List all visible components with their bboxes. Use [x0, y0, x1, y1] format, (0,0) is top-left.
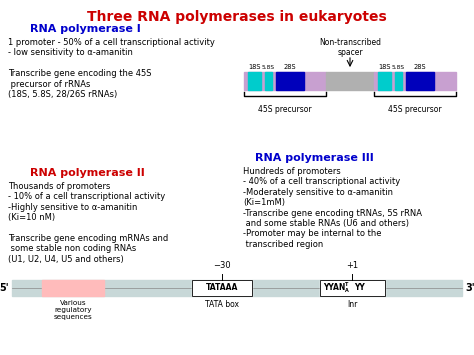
Text: A: A: [345, 289, 349, 294]
Text: TATAAA: TATAAA: [206, 284, 238, 293]
Bar: [12, 280, 462, 296]
Text: 28S: 28S: [414, 64, 426, 70]
Text: RNA polymerase III: RNA polymerase III: [255, 153, 374, 163]
Bar: [265, 72, 272, 90]
Text: 28S: 28S: [283, 64, 296, 70]
Text: Inr: Inr: [347, 300, 358, 309]
Bar: [42, 280, 104, 296]
Text: Various
regulatory
sequences: Various regulatory sequences: [54, 300, 92, 320]
Text: YYAN: YYAN: [323, 284, 345, 293]
Text: 5.8S: 5.8S: [392, 65, 405, 70]
Bar: [326, 72, 374, 90]
Text: 18S: 18S: [248, 64, 261, 70]
Text: 5': 5': [0, 283, 9, 293]
Text: Three RNA polymerases in eukaryotes: Three RNA polymerases in eukaryotes: [87, 10, 387, 24]
Bar: [395, 72, 402, 90]
Text: 5.8S: 5.8S: [262, 65, 275, 70]
Bar: [320, 280, 385, 296]
Text: TATA box: TATA box: [205, 300, 239, 309]
Text: 18S: 18S: [378, 64, 391, 70]
Bar: [406, 72, 434, 90]
Text: RNA polymerase I: RNA polymerase I: [30, 24, 141, 34]
Text: Thousands of promoters
- 10% of a cell transcriptional activity
-Highly sensitiv: Thousands of promoters - 10% of a cell t…: [8, 182, 168, 264]
Text: 45S precursor: 45S precursor: [258, 105, 312, 114]
Text: RNA polymerase II: RNA polymerase II: [30, 168, 145, 178]
Text: 1 promoter - 50% of a cell transcriptional activity
- low sensitivity to α-amani: 1 promoter - 50% of a cell transcription…: [8, 38, 215, 99]
Text: Hundreds of promoters
- 40% of a cell transcriptional activity
-Moderately sensi: Hundreds of promoters - 40% of a cell tr…: [243, 167, 422, 249]
Text: YY: YY: [355, 284, 365, 293]
Bar: [244, 72, 326, 90]
Text: 3': 3': [465, 283, 474, 293]
Bar: [378, 72, 391, 90]
Bar: [192, 280, 252, 296]
Bar: [192, 280, 252, 296]
Text: −30: −30: [213, 261, 231, 270]
Bar: [276, 72, 304, 90]
Text: Non-transcribed
spacer: Non-transcribed spacer: [319, 38, 381, 58]
Text: T: T: [346, 283, 349, 288]
Text: +1: +1: [346, 261, 358, 270]
Bar: [320, 280, 385, 296]
Text: 45S precursor: 45S precursor: [388, 105, 442, 114]
Bar: [248, 72, 261, 90]
Bar: [374, 72, 456, 90]
